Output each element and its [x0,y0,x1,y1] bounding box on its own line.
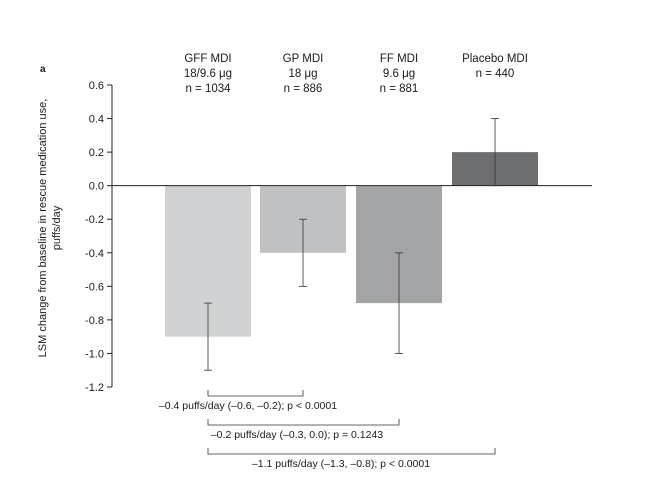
comparison-bracket [207,448,496,455]
y-tick-label: 0.0 [89,181,104,193]
category-header-line: 9.6 μg [383,68,415,80]
comparison-bracket [207,390,304,397]
bars [112,118,592,371]
y-tick-label: 0.2 [89,147,104,159]
comparison-label: –0.4 puffs/day (–0.6, –0.2); p < 0.0001 [159,400,337,412]
category-header-line: 18/9.6 μg [184,68,232,80]
y-tick-label: -0.2 [85,214,104,226]
category-header-line: n = 440 [476,68,515,80]
category-header-line: n = 881 [380,83,419,95]
comparison-bracket [207,419,400,426]
y-tick-label: -1.2 [85,382,104,394]
y-tick-label: 0.4 [89,114,104,126]
category-header-line: FF MDI [380,53,418,65]
y-tick-label: -0.6 [85,281,104,293]
y-tick-label: -0.8 [85,315,104,327]
category-headers: GFF MDI 18/9.6 μg n = 1034 GP MDI 18 μg n = 8… [184,53,528,95]
y-axis-label: LSM change from baseline in rescue medic… [37,99,63,358]
panel-label: a [40,64,46,75]
category-header-line: GP MDI [283,53,324,65]
category-header-line: n = 1034 [185,83,231,95]
comparison-label: –0.2 puffs/day (–0.3, 0.0); p = 0.1243 [211,429,383,441]
y-axis-label-line-2: puffs/day [51,205,63,250]
y-tick-label: 0.6 [89,80,104,92]
y-axis: 0.6 0.4 0.2 0.0 -0.2 -0.4 -0.6 -0.8 -1.0 -1.2 [85,80,113,394]
y-axis-label-line-1: LSM change from baseline in rescue medic… [37,99,49,358]
y-tick-label: -1.0 [85,348,104,360]
y-tick-label: -0.4 [85,248,104,260]
comparison-label: –1.1 puffs/day (–1.3, –0.8); p < 0.0001 [252,458,430,470]
category-header-line: 18 μg [288,68,317,80]
category-header-line: n = 886 [284,83,323,95]
category-header-line: Placebo MDI [462,53,528,65]
comparison-brackets: –0.4 puffs/day (–0.6, –0.2); p < 0.0001 –… [159,390,496,470]
category-header-line: GFF MDI [184,53,231,65]
